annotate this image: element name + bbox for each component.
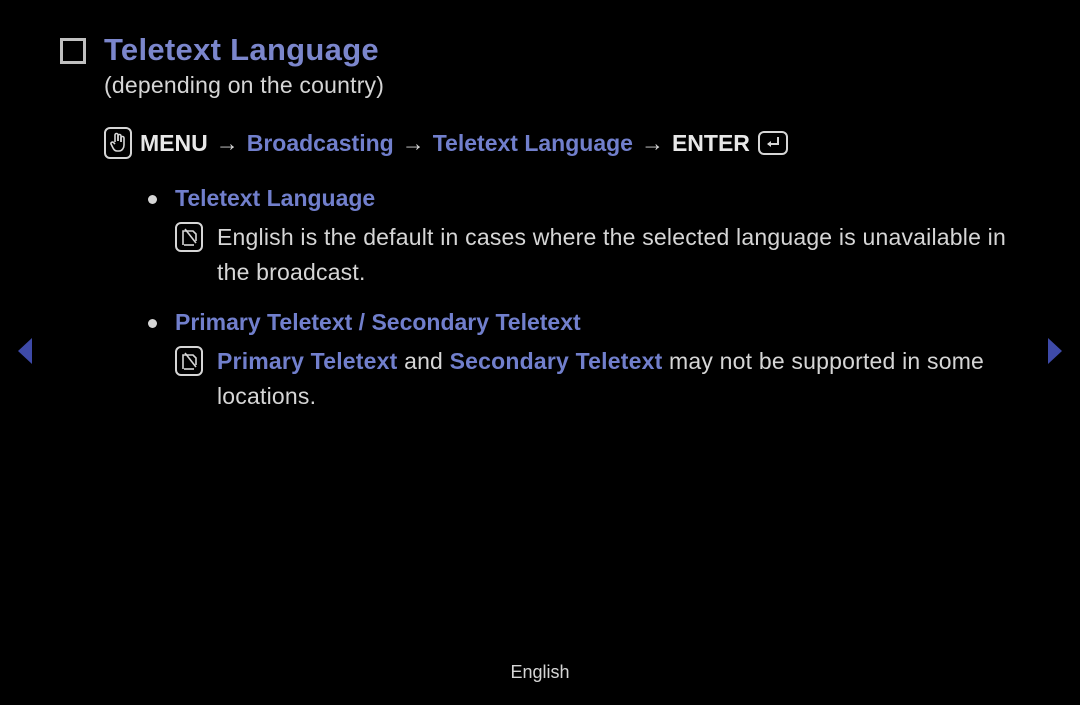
- breadcrumb-step-teletext: Teletext Language: [433, 130, 633, 157]
- breadcrumb-enter: ENTER: [672, 130, 750, 157]
- note-icon: [175, 346, 203, 376]
- page-title: Teletext Language: [104, 32, 379, 68]
- note-body: English is the default in cases where th…: [217, 224, 1006, 285]
- note-conj: and: [397, 348, 449, 374]
- bullet-marker: [148, 195, 157, 204]
- breadcrumb: MENU → Broadcasting → Teletext Language …: [104, 127, 1020, 159]
- section-marker: [60, 38, 86, 64]
- enter-icon: [758, 131, 788, 155]
- breadcrumb-arrow: →: [402, 130, 425, 157]
- breadcrumb-arrow: →: [216, 130, 239, 157]
- nav-next-button[interactable]: [1044, 336, 1066, 371]
- note-highlight-primary: Primary Teletext: [217, 348, 397, 374]
- bullet-title-primary-secondary: Primary Teletext / Secondary Teletext: [175, 309, 581, 336]
- nav-prev-button[interactable]: [14, 336, 36, 371]
- breadcrumb-arrow: →: [641, 130, 664, 157]
- breadcrumb-menu: MENU: [140, 130, 208, 157]
- note-text: Primary Teletext and Secondary Teletext …: [217, 344, 1020, 413]
- menu-hand-icon: [104, 127, 132, 159]
- bullet-marker: [148, 319, 157, 328]
- page-subtitle: (depending on the country): [104, 72, 1020, 99]
- note-highlight-secondary: Secondary Teletext: [450, 348, 663, 374]
- breadcrumb-step-broadcasting: Broadcasting: [247, 130, 394, 157]
- bullet-title-teletext-language: Teletext Language: [175, 185, 375, 212]
- note-text: English is the default in cases where th…: [217, 220, 1020, 289]
- note-icon: [175, 222, 203, 252]
- footer-language: English: [0, 662, 1080, 683]
